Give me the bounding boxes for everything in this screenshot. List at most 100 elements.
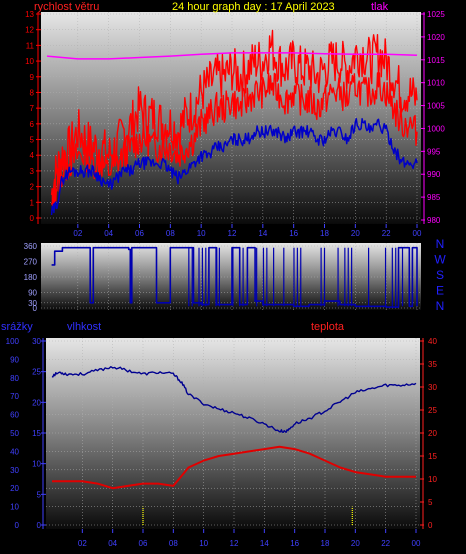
- rain-tick-label: 70: [10, 392, 19, 401]
- direction-series: [51, 246, 418, 308]
- wind-speed-tick-label: 3: [30, 167, 35, 176]
- pressure-tick-label: 985: [427, 193, 441, 202]
- temperature-tick-label: 40: [428, 337, 437, 346]
- wind-speed-tick-label: 0: [30, 214, 35, 223]
- rain-tick-label: 90: [10, 355, 19, 364]
- rain-tick-label: 100: [6, 337, 20, 346]
- temperature-tick-label: 10: [428, 475, 437, 484]
- wind-speed-tick-label: 4: [30, 151, 35, 160]
- climate-time-tick-label: 08: [169, 539, 178, 548]
- humidity-tick-label: 5: [37, 490, 42, 499]
- rain-tick-label: 10: [10, 503, 19, 512]
- pressure-tick-label: 1010: [427, 79, 445, 88]
- wind-time-tick-label: 14: [258, 229, 267, 238]
- climate-time-tick-label: 04: [108, 539, 117, 548]
- pressure-tick-label: 1000: [427, 124, 445, 133]
- climate-series: [51, 366, 417, 525]
- humidity-tick-label: 0: [37, 521, 42, 530]
- climate-time-tick-label: 22: [381, 539, 390, 548]
- temperature-tick-label: 15: [428, 452, 437, 461]
- rain-tick-label: 40: [10, 447, 19, 456]
- compass-letter: E: [436, 284, 444, 298]
- wind-time-tick-label: 16: [289, 229, 298, 238]
- pressure-tick-label: 1025: [427, 10, 445, 19]
- wind-direction-line: [51, 246, 418, 308]
- temperature-tick-label: 25: [428, 406, 437, 415]
- wind-time-tick-label: 00: [413, 229, 422, 238]
- rain-label: srážky: [1, 321, 33, 333]
- wind-speed-tick-label: 8: [30, 88, 35, 97]
- pressure-label: tlak: [371, 1, 389, 13]
- climate-time-tick-label: 18: [321, 539, 330, 548]
- wind-speed-tick-label: 10: [25, 57, 34, 66]
- wind-speed-tick-label: 5: [30, 136, 35, 145]
- climate-time-tick-label: 12: [230, 539, 239, 548]
- pressure-tick-label: 1020: [427, 33, 445, 42]
- direction-tick-label: 0: [33, 304, 38, 313]
- wind-speed-tick-label: 12: [25, 26, 34, 35]
- humidity-tick-label: 15: [32, 429, 41, 438]
- direction-tick-label: 360: [24, 242, 38, 251]
- pressure-tick-label: 995: [427, 147, 441, 156]
- temperature-tick-label: 20: [428, 429, 437, 438]
- humidity-label: vlhkost: [67, 321, 101, 333]
- temperature-axis: 0 5 10 15 20 25 30 35 40: [420, 337, 437, 530]
- pressure-tick-label: 990: [427, 170, 441, 179]
- climate-plot-area: [46, 338, 420, 529]
- wind-speed-tick-label: 1: [30, 198, 35, 207]
- climate-time-tick-label: 20: [351, 539, 360, 548]
- wind-time-tick-label: 10: [197, 229, 206, 238]
- pressure-tick-label: 1005: [427, 102, 445, 111]
- climate-grid: [46, 338, 420, 529]
- chart-title: 24 hour graph day : 17 April 2023: [172, 1, 335, 13]
- pressure-tick-label: 1015: [427, 56, 445, 65]
- climate-time-tick-label: 14: [260, 539, 269, 548]
- pressure-tick-label: 980: [427, 216, 441, 225]
- rain-tick-label: 0: [15, 521, 20, 530]
- rain-axis: 0 10 20 30 40 50 60 70 80 90 100: [6, 337, 20, 530]
- wind-speed-tick-label: 2: [30, 183, 35, 192]
- wind-series: [46, 29, 418, 216]
- rain-tick-label: 80: [10, 374, 19, 383]
- humidity-tick-label: 20: [32, 398, 41, 407]
- humidity-tick-label: 25: [32, 368, 41, 377]
- pressure-line: [46, 52, 418, 60]
- wind-speed-tick-label: 11: [26, 41, 35, 50]
- rain-tick-label: 30: [10, 466, 19, 475]
- wind-gust-line: [50, 29, 418, 208]
- wind-average-line: [50, 117, 418, 216]
- rain-tick-label: 20: [10, 484, 19, 493]
- humidity-temperature-panel: 0 10 20 30 40 50 60 70 80 90 100 0 5 10 15 20 25 30 0 5 10…: [1, 321, 437, 548]
- climate-time-axis: 02 04 06 08 10 12 14 16 18 20 22 00: [78, 529, 421, 548]
- compass-letter: N: [436, 237, 445, 251]
- rain-tick-label: 50: [10, 429, 19, 438]
- wind-time-tick-label: 08: [166, 229, 175, 238]
- climate-time-tick-label: 10: [199, 539, 208, 548]
- temperature-label: teplota: [311, 321, 345, 333]
- humidity-axis: 0 5 10 15 20 25 30: [32, 337, 46, 530]
- direction-tick-label: 180: [24, 273, 38, 282]
- wind-speed-tick-label: 9: [30, 73, 35, 82]
- climate-time-tick-label: 02: [78, 539, 87, 548]
- wind-plot-area: [41, 12, 421, 224]
- compass-letter: W: [434, 253, 446, 267]
- compass-letter: N: [436, 299, 445, 313]
- temperature-tick-label: 35: [428, 360, 437, 369]
- humidity-tick-label: 30: [32, 337, 41, 346]
- wind-time-tick-label: 12: [228, 229, 237, 238]
- temperature-tick-label: 30: [428, 383, 437, 392]
- pressure-axis: 980 985 990 995 1000 1005 1010 1015 1020 1025: [421, 10, 445, 225]
- wind-speed-line: [50, 72, 418, 212]
- wind-speed-label: rychlost větru: [34, 1, 99, 13]
- direction-tick-label: 30: [28, 299, 37, 308]
- wind-time-tick-label: 02: [73, 229, 82, 238]
- wind-time-tick-label: 22: [382, 229, 391, 238]
- wind-time-axis: 02 04 06 08 10 12 14 16 18 20 22 00: [73, 224, 422, 238]
- direction-tick-label: 90: [28, 289, 37, 298]
